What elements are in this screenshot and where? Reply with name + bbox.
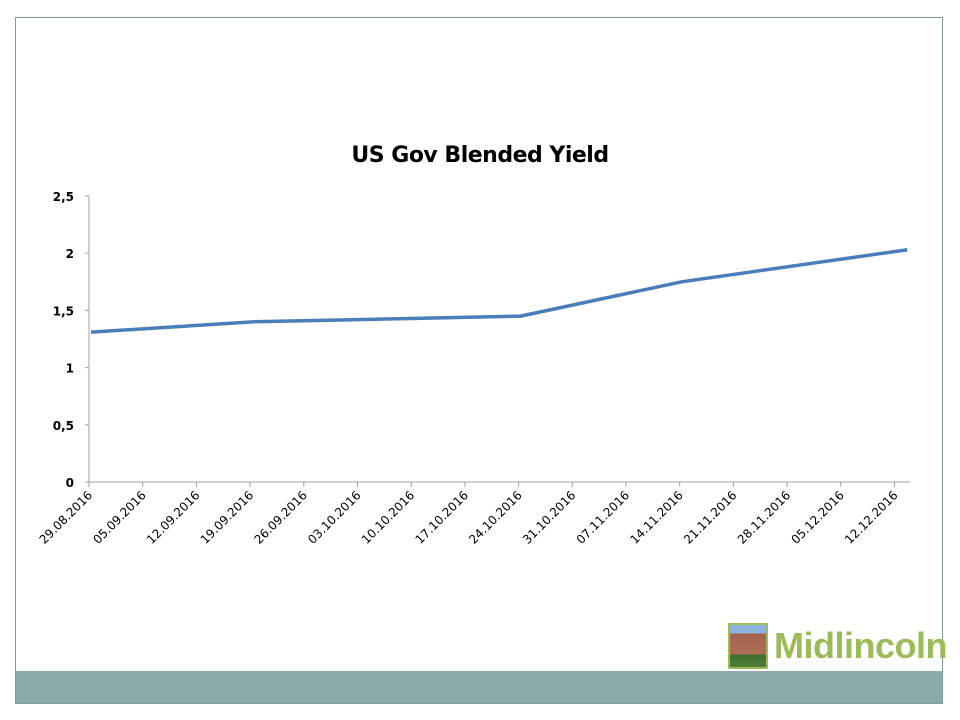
x-tick-label: 28.11.2016 <box>735 488 793 546</box>
x-tick-label: 31.10.2016 <box>520 488 578 546</box>
midlincoln-logo: Midlincoln <box>728 623 947 669</box>
y-tick-label: 0,5 <box>53 419 74 433</box>
x-tick-label: 12.09.2016 <box>144 488 202 546</box>
y-tick-label: 0 <box>66 476 74 490</box>
building-logo-icon <box>728 623 768 669</box>
x-tick-label: 26.09.2016 <box>251 488 309 546</box>
y-tick-label: 1 <box>66 362 74 376</box>
y-tick-label: 2 <box>66 247 74 261</box>
x-tick-label: 29.08.2016 <box>37 488 95 546</box>
x-tick-label: 10.10.2016 <box>359 488 417 546</box>
x-tick-label: 21.11.2016 <box>681 488 739 546</box>
x-tick-label: 12.12.2016 <box>842 488 900 546</box>
series-line <box>90 248 908 334</box>
x-tick-label: 24.10.2016 <box>466 488 524 546</box>
x-tick-label: 05.09.2016 <box>90 488 148 546</box>
x-tick-label: 19.09.2016 <box>198 488 256 546</box>
x-tick-label: 07.11.2016 <box>574 488 632 546</box>
y-tick-label: 2,5 <box>53 190 74 204</box>
slide-frame <box>15 17 943 704</box>
logo-text: Midlincoln <box>774 625 947 666</box>
y-tick-label: 1,5 <box>53 304 74 318</box>
x-tick-label: 05.12.2016 <box>788 488 846 546</box>
footer-band <box>16 671 942 703</box>
x-tick-label: 03.10.2016 <box>305 488 363 546</box>
x-tick-label: 14.11.2016 <box>627 488 685 546</box>
chart-title: US Gov Blended Yield <box>351 143 609 168</box>
x-tick-label: 17.10.2016 <box>413 488 471 546</box>
